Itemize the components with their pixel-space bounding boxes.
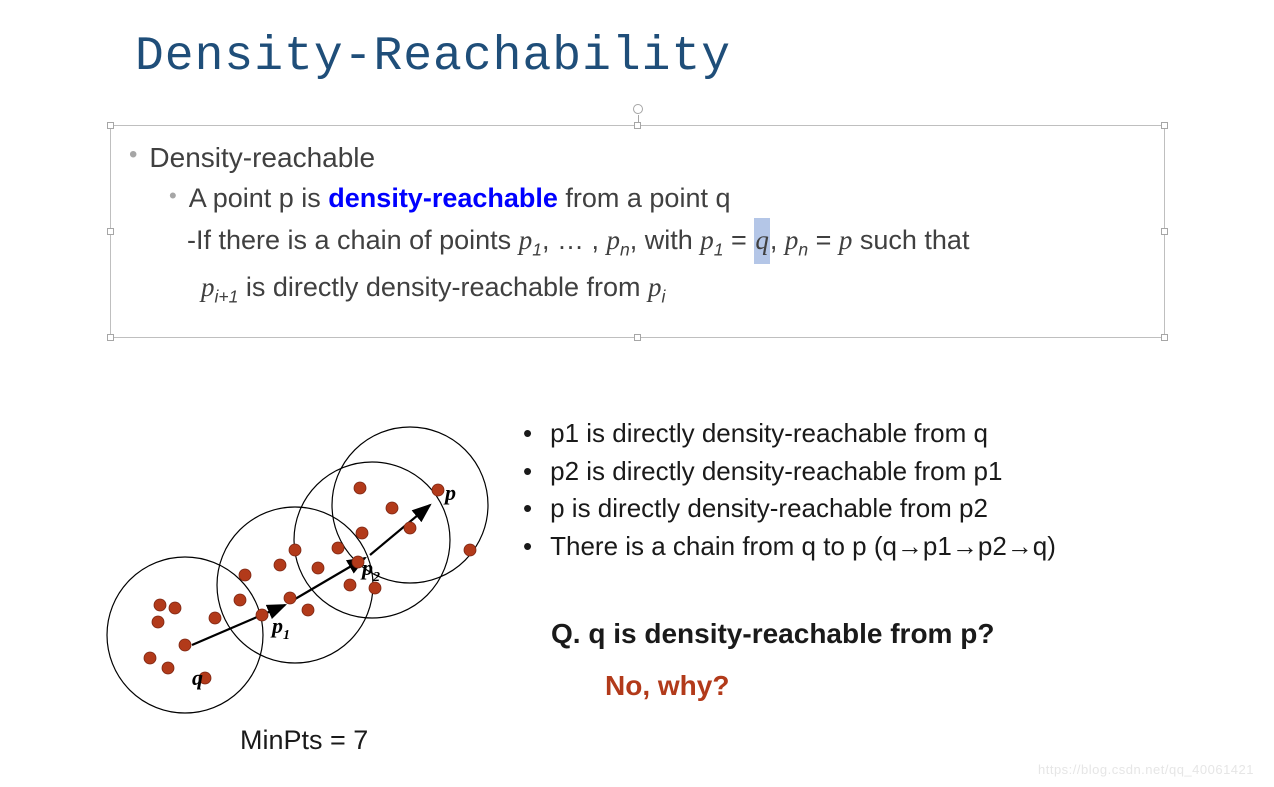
bullet-dot-icon: •: [523, 453, 532, 491]
bullet-dot-icon: •: [129, 138, 137, 172]
bullet-dot-icon: •: [169, 179, 177, 212]
definition-content[interactable]: • Density-reachable • A point p is densi…: [111, 126, 1164, 324]
chain-list: •p1 is directly density-reachable from q…: [515, 415, 1215, 566]
bullet-level3-cont: pi+1 is directly density-reachable from …: [129, 265, 1144, 312]
list-item: •p is directly density-reachable from p2: [515, 490, 1215, 528]
explanation-column: •p1 is directly density-reachable from q…: [515, 415, 1215, 702]
svg-text:p1: p1: [270, 613, 290, 643]
bullet-dot-icon: •: [523, 415, 532, 453]
resize-handle-icon[interactable]: [107, 334, 114, 341]
svg-text:p2: p2: [360, 555, 380, 585]
definition-term: Density-reachable: [149, 138, 375, 179]
resize-handle-icon[interactable]: [634, 122, 641, 129]
density-diagram: q p1 p2 p: [90, 390, 490, 760]
question-text: Q. q is density-reachable from p?: [551, 618, 1215, 650]
list-item: •There is a chain from q to p (q→p1→p2→q…: [515, 528, 1215, 566]
resize-handle-icon[interactable]: [1161, 228, 1168, 235]
bullet-level1: • Density-reachable: [129, 138, 1144, 179]
bullet-dot-icon: •: [523, 490, 532, 528]
diagram-svg: q p1 p2 p: [90, 390, 490, 730]
text-cursor-selection: q: [754, 218, 770, 264]
definition-line: A point p is density-reachable from a po…: [189, 179, 731, 218]
resize-handle-icon[interactable]: [1161, 334, 1168, 341]
bullet-dot-icon: •: [523, 528, 532, 566]
svg-text:q: q: [192, 665, 203, 690]
resize-handle-icon[interactable]: [1161, 122, 1168, 129]
bullet-level3: -If there is a chain of points p1, … , p…: [129, 218, 1144, 265]
rotate-handle-icon[interactable]: [633, 104, 643, 114]
list-item: •p2 is directly density-reachable from p…: [515, 453, 1215, 491]
svg-text:p: p: [443, 480, 456, 505]
resize-handle-icon[interactable]: [107, 122, 114, 129]
resize-handle-icon[interactable]: [107, 228, 114, 235]
list-item: •p1 is directly density-reachable from q: [515, 415, 1215, 453]
bullet-level2: • A point p is density-reachable from a …: [129, 179, 1144, 218]
resize-handle-icon[interactable]: [634, 334, 641, 341]
slide-title: Density-Reachability: [0, 0, 1274, 84]
definition-textbox[interactable]: • Density-reachable • A point p is densi…: [110, 125, 1165, 338]
watermark: https://blog.csdn.net/qq_40061421: [1038, 762, 1254, 777]
keyword-highlight: density-reachable: [328, 183, 558, 213]
answer-text: No, why?: [605, 670, 1215, 702]
minpts-label: MinPts = 7: [240, 725, 368, 756]
